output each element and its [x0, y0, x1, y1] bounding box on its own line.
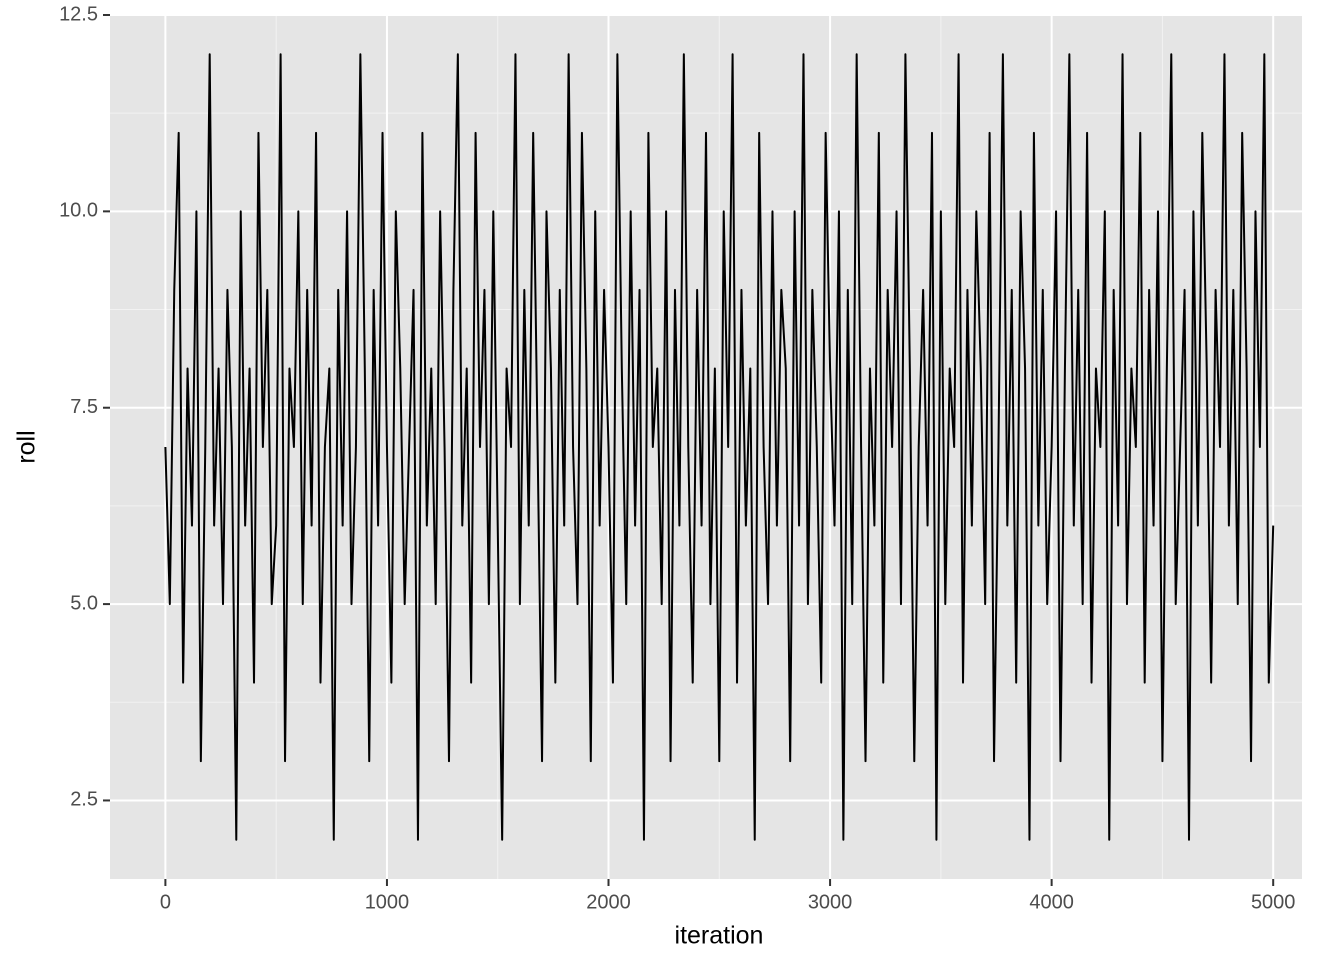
line [164, 53, 1275, 841]
x-tick-label: 5000 [1251, 891, 1296, 913]
x-axis-title: iteration [675, 922, 764, 950]
marks [164, 53, 1275, 841]
x-tick-label: 2000 [586, 891, 631, 913]
y-tick-label: 5.0 [70, 592, 98, 614]
x-tick-label: 3000 [808, 891, 853, 913]
y-tick-label: 12.5 [59, 3, 98, 25]
y-tick-label: 2.5 [70, 789, 98, 811]
axes: 2.5 5.0 7.5 10.0 12.5 0 1000 2000 3000 4000 5000 [59, 3, 1295, 913]
x-tick-label: 0 [160, 891, 171, 913]
y-axis-title: roll [13, 430, 41, 463]
x-tick-label: 1000 [365, 891, 410, 913]
y-tick-label: 10.0 [59, 200, 98, 222]
x-tick-label: 4000 [1029, 891, 1074, 913]
y-tick-label: 7.5 [70, 396, 98, 418]
